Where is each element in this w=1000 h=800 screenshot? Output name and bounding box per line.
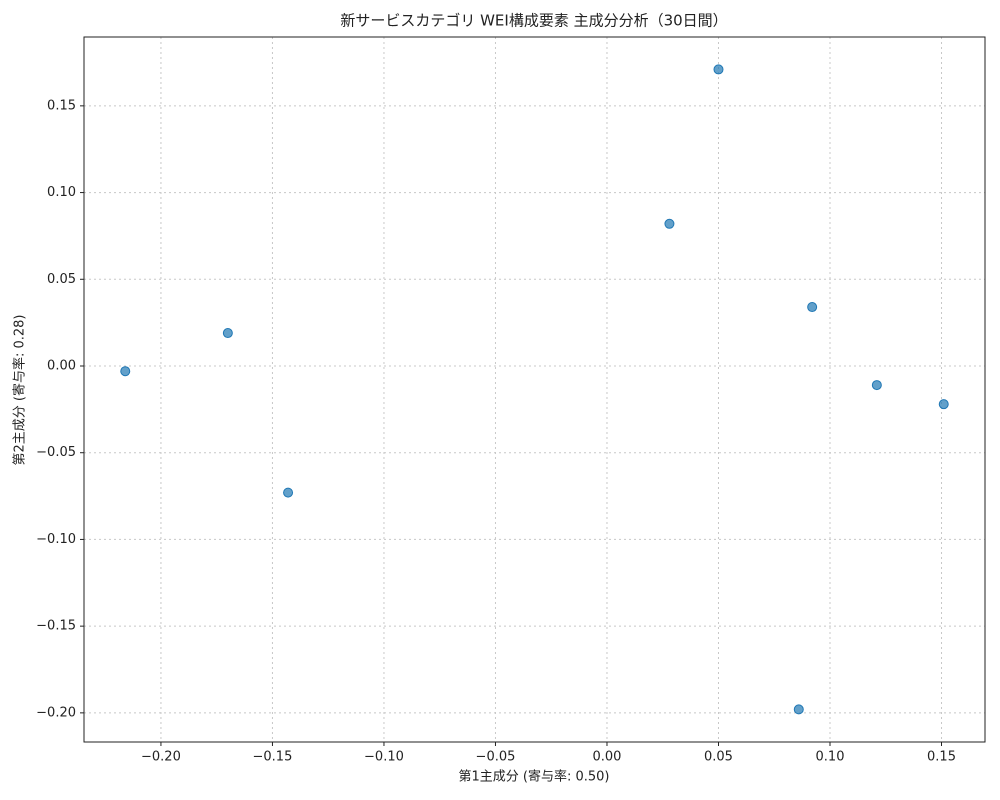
y-tick-label: 0.15 bbox=[47, 98, 76, 113]
point bbox=[222, 328, 233, 339]
x-tick-label: 0.00 bbox=[593, 750, 622, 765]
point bbox=[938, 399, 949, 410]
y-tick-label: −0.20 bbox=[36, 705, 76, 720]
x-tick-label: −0.15 bbox=[253, 750, 293, 765]
x-tick-label: −0.20 bbox=[141, 750, 181, 765]
x-axis-label: 第1主成分 (寄与率: 0.50) bbox=[458, 769, 609, 785]
point bbox=[664, 218, 675, 229]
x-tick-label: −0.10 bbox=[364, 750, 404, 765]
x-tick-label: 0.05 bbox=[704, 750, 733, 765]
y-tick-label: 0.10 bbox=[47, 185, 76, 200]
y-tick-label: −0.10 bbox=[36, 532, 76, 547]
point bbox=[283, 487, 294, 498]
point bbox=[713, 64, 724, 75]
point bbox=[793, 704, 804, 715]
y-tick-label: 0.00 bbox=[47, 359, 76, 374]
y-tick-label: 0.05 bbox=[47, 272, 76, 287]
chart-title: 新サービスカテゴリ WEI構成要素 主成分分析（30日間） bbox=[340, 12, 727, 30]
y-axis-label: 第2主成分 (寄与率: 0.28) bbox=[12, 314, 28, 465]
y-tick-label: −0.15 bbox=[36, 619, 76, 634]
point bbox=[120, 366, 131, 377]
x-tick-label: 0.15 bbox=[927, 750, 956, 765]
point bbox=[807, 302, 818, 313]
y-tick-label: −0.05 bbox=[36, 445, 76, 460]
x-tick-label: 0.10 bbox=[816, 750, 845, 765]
x-tick-label: −0.05 bbox=[476, 750, 516, 765]
point bbox=[871, 380, 882, 391]
plot-frame bbox=[83, 36, 986, 743]
